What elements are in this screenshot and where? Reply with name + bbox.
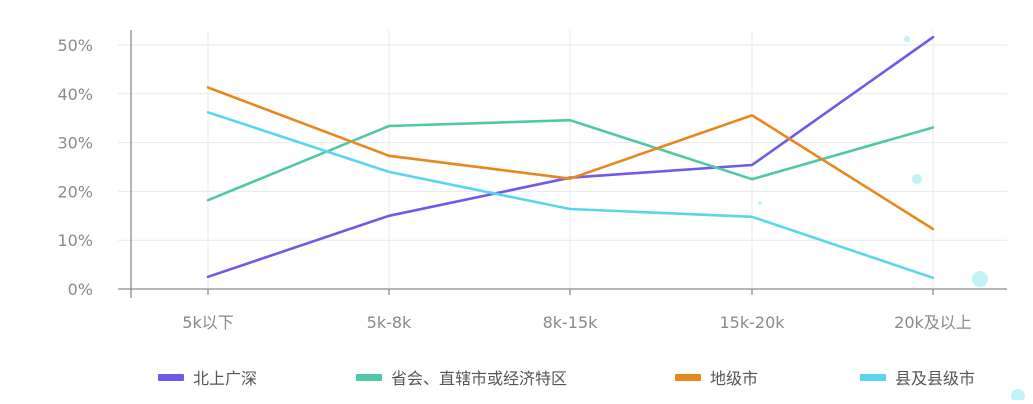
series xyxy=(206,35,935,280)
legend-label: 北上广深 xyxy=(193,369,257,388)
y-tick-label: 30% xyxy=(57,134,93,153)
legend: 北上广深 省会、直辖市或经济特区 地级市 县及县级市 xyxy=(158,369,975,388)
legend-swatch xyxy=(356,374,382,381)
y-tick-label: 0% xyxy=(68,280,93,299)
legend-swatch xyxy=(860,374,886,381)
y-tick-label: 10% xyxy=(57,231,93,250)
axes: 0% 10% 20% 30% 40% 50% 5k以下 5k-8k 8k-15k 15k-20k 2… xyxy=(57,30,1007,332)
legend-swatch xyxy=(675,374,701,381)
legend-label: 省会、直辖市或经济特区 xyxy=(391,369,567,388)
x-tick-label: 5k以下 xyxy=(182,313,233,332)
series-line-3 xyxy=(206,86,935,231)
series-line-4 xyxy=(206,111,935,280)
legend-label: 县及县级市 xyxy=(895,369,975,388)
decorative-bubbles xyxy=(758,36,1025,403)
grid xyxy=(118,30,1007,289)
legend-swatch xyxy=(158,374,184,381)
y-tick-label: 40% xyxy=(57,85,93,104)
x-tick-label: 8k-15k xyxy=(543,313,599,332)
x-tick-label: 20k及以上 xyxy=(894,313,972,332)
y-tick-label: 50% xyxy=(57,36,93,55)
y-tick-label: 20% xyxy=(57,182,93,201)
x-tick-label: 5k-8k xyxy=(367,313,412,332)
x-tick-label: 15k-20k xyxy=(719,313,785,332)
legend-label: 地级市 xyxy=(710,369,758,388)
